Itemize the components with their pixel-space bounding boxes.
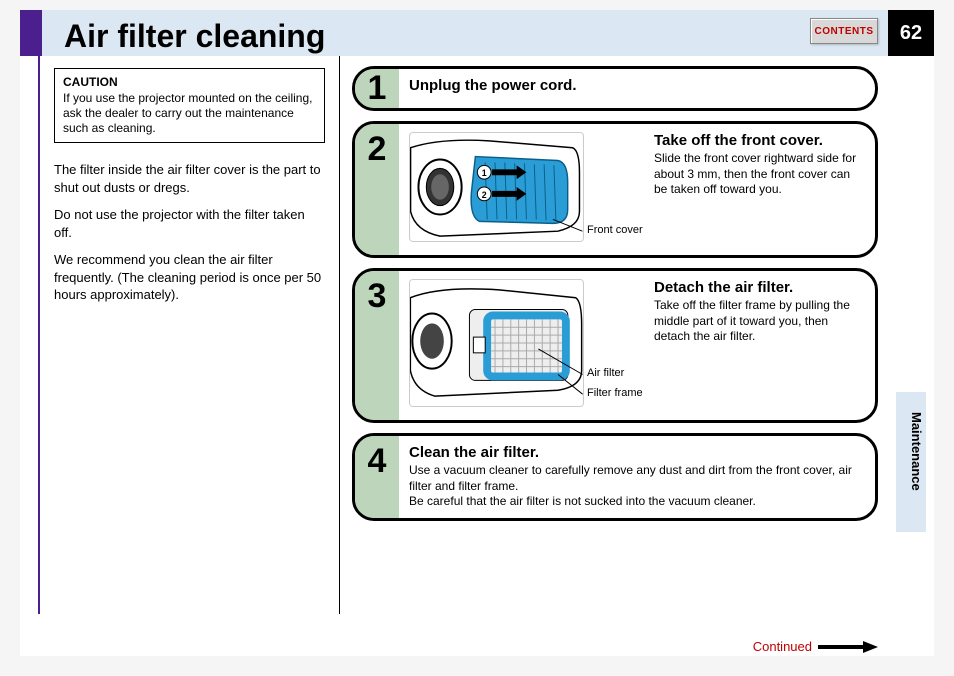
step-2-desc: Slide the front cover rightward side for… [654,151,863,198]
step-num-1: 1 [355,69,399,108]
page-number: 62 [888,10,934,56]
intro-para-3: We recommend you clean the air filter fr… [54,251,325,304]
left-column: CAUTION If you use the projector mounted… [40,56,340,614]
step-num-3: 3 [355,271,399,420]
step-3-label-air-filter: Air filter [587,367,624,380]
continued-label: Continued [753,639,812,654]
step-num-4: 4 [355,436,399,518]
step-1: 1 Unplug the power cord. [352,66,878,111]
svg-text:1: 1 [482,168,487,178]
right-column: 1 Unplug the power cord. 2 [340,56,934,656]
contents-button[interactable]: CONTENTS [810,18,878,44]
body: CAUTION If you use the projector mounted… [20,56,934,656]
side-tab: Maintenance [909,412,924,491]
caution-box: CAUTION If you use the projector mounted… [54,68,325,143]
intro-para-2: Do not use the projector with the filter… [54,206,325,241]
step-3-desc: Take off the filter frame by pulling the… [654,298,863,345]
step-4: 4 Clean the air filter. Use a vacuum cle… [352,433,878,521]
page: Air filter cleaning CONTENTS 62 CAUTION … [20,10,934,656]
header: Air filter cleaning CONTENTS 62 [20,10,934,56]
page-title: Air filter cleaning [64,20,325,56]
intro-para-1: The filter inside the air filter cover i… [54,161,325,196]
step-2: 2 [352,121,878,258]
left-rule [20,56,40,614]
accent-block [20,10,42,56]
step-num-2: 2 [355,124,399,255]
step-1-title: Unplug the power cord. [409,77,863,94]
step-2-illustration: 1 2 Front cover [409,132,584,247]
step-3-title: Detach the air filter. [654,279,863,296]
step-3-illustration: Air filter Filter frame [409,279,584,412]
svg-text:2: 2 [482,190,487,200]
step-3-label-filter-frame: Filter frame [587,387,643,400]
step-4-desc: Use a vacuum cleaner to carefully remove… [409,463,863,510]
step-2-title: Take off the front cover. [654,132,863,149]
caution-body: If you use the projector mounted on the … [63,91,316,136]
step-2-label-front-cover: Front cover [587,224,643,237]
caution-title: CAUTION [63,75,316,89]
step-4-title: Clean the air filter. [409,444,863,461]
arrow-right-icon [818,641,878,653]
step-3: 3 [352,268,878,423]
continued: Continued [753,639,878,654]
